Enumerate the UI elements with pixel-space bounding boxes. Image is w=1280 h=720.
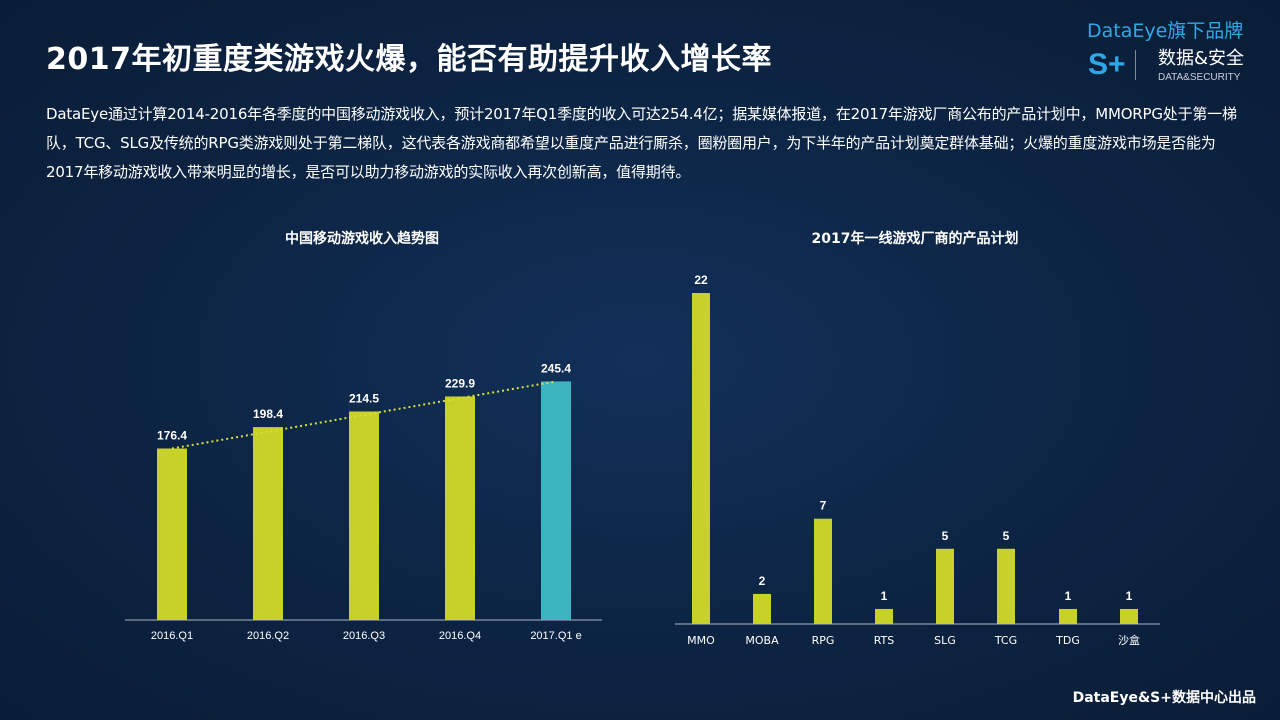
tick-label: MOBA xyxy=(745,634,779,647)
page-title: 2017年初重度类游戏火爆，能否有助提升收入增长率 xyxy=(46,42,772,77)
chart-title-revenue: 中国移动游戏收入趋势图 xyxy=(285,231,439,247)
data-label: 2 xyxy=(759,574,766,588)
description-paragraph: DataEye通过计算2014-2016年各季度的中国移动游戏收入，预计2017… xyxy=(46,105,1237,181)
tick-label: TCG xyxy=(994,634,1017,647)
data-label: 229.9 xyxy=(445,376,475,390)
tick-label: 2016.Q1 xyxy=(151,630,193,642)
logo-text-en: DATA&SECURITY xyxy=(1158,72,1241,83)
tick-label: 2017.Q1 e xyxy=(530,630,581,642)
shield-logo-icon: S+ xyxy=(1088,48,1126,81)
bar-MOBA xyxy=(753,593,771,624)
bar-RTS xyxy=(875,608,893,624)
data-label: 7 xyxy=(820,499,827,513)
bar-2016.Q2 xyxy=(253,427,283,620)
tick-label: 2016.Q3 xyxy=(343,630,385,642)
tick-label: 沙盒 xyxy=(1118,633,1140,647)
logo: S+ 数据&安全 DATA&SECURITY xyxy=(1088,48,1258,88)
brand-label: DataEye旗下品牌 xyxy=(1087,20,1244,42)
bar-RPG xyxy=(814,518,832,624)
bar-2016.Q1 xyxy=(157,448,187,620)
tick-label: 2016.Q4 xyxy=(439,630,481,642)
data-label: 1 xyxy=(881,589,888,603)
data-label: 1 xyxy=(1126,589,1133,603)
data-label: 5 xyxy=(1003,529,1010,543)
tick-label: TDG xyxy=(1055,634,1080,647)
footer-credit: DataEye&S+数据中心出品 xyxy=(1072,690,1256,706)
logo-divider xyxy=(1135,50,1136,80)
tick-label: MMO xyxy=(687,634,715,647)
data-label: 1 xyxy=(1065,589,1072,603)
data-label: 198.4 xyxy=(253,407,283,421)
bar-SLG xyxy=(936,548,954,624)
data-label: 214.5 xyxy=(349,391,379,405)
data-label: 5 xyxy=(942,529,949,543)
data-label: 176.4 xyxy=(157,429,187,443)
tick-label: RPG xyxy=(812,634,835,647)
tick-label: 2016.Q2 xyxy=(247,630,289,642)
tick-label: RTS xyxy=(874,634,895,647)
chart-title-products: 2017年一线游戏厂商的产品计划 xyxy=(811,231,1019,247)
bar-沙盒 xyxy=(1120,608,1138,624)
data-label: 245.4 xyxy=(541,361,571,375)
data-label: 22 xyxy=(694,273,708,287)
bar-2017.Q1 e xyxy=(541,381,571,620)
tick-label: SLG xyxy=(934,634,956,647)
bar-TDG xyxy=(1059,608,1077,624)
bar-TCG xyxy=(997,548,1015,624)
bar-2016.Q3 xyxy=(349,411,379,620)
logo-text-cn: 数据&安全 xyxy=(1158,48,1245,69)
bar-MMO xyxy=(692,293,710,624)
bar-2016.Q4 xyxy=(445,396,475,620)
